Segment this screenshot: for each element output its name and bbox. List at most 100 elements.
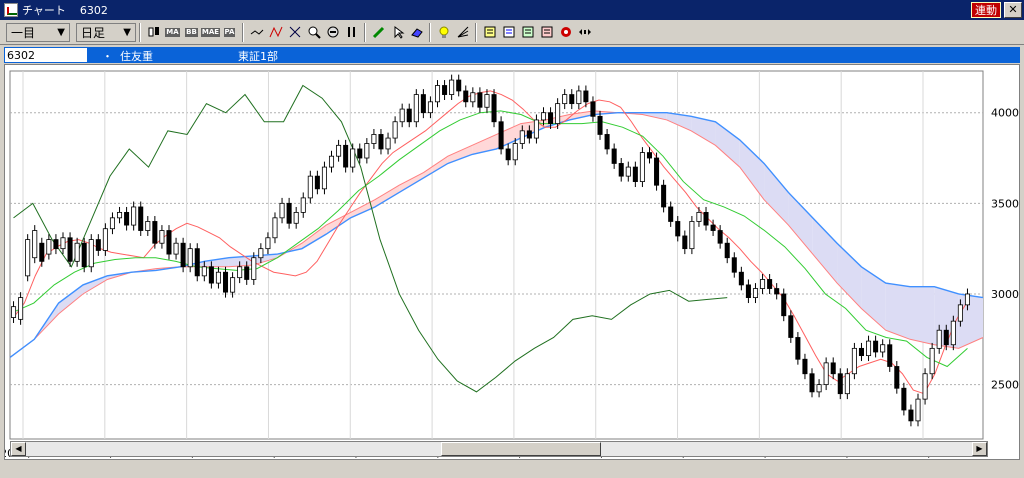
- ma-icon[interactable]: MA: [164, 24, 181, 41]
- candle-body: [258, 248, 264, 259]
- link-button[interactable]: 連動: [971, 2, 1001, 18]
- candle-body: [950, 320, 956, 346]
- candle-body: [25, 239, 31, 277]
- candle-body: [562, 94, 568, 105]
- candle: [166, 225, 172, 260]
- expand-icon[interactable]: [576, 24, 593, 41]
- candle-body: [922, 373, 928, 400]
- candle: [512, 138, 518, 166]
- candle-body: [321, 166, 327, 190]
- candle-body: [350, 148, 356, 168]
- bb-icon[interactable]: BB: [183, 24, 200, 41]
- candle: [738, 266, 744, 291]
- candle-body: [272, 217, 278, 239]
- fan-icon[interactable]: [454, 24, 471, 41]
- candle: [194, 243, 200, 282]
- candle-body: [639, 152, 645, 182]
- candle-body: [413, 94, 419, 123]
- chevron-down-icon: ▼: [123, 26, 131, 38]
- candle-body: [159, 230, 165, 244]
- candle-body: [95, 239, 101, 251]
- close-button[interactable]: ✕: [1004, 2, 1022, 18]
- cloud-segment: [958, 293, 983, 349]
- candle: [328, 150, 335, 173]
- window-code: 6302: [79, 3, 108, 17]
- candle-body: [498, 121, 504, 150]
- candle: [887, 339, 893, 372]
- chart-scrollbar[interactable]: ◀ ▶: [10, 441, 988, 457]
- candle: [39, 237, 45, 267]
- candle: [583, 85, 589, 108]
- zigzag-icon[interactable]: [267, 24, 284, 41]
- toolbar-separator: [364, 22, 366, 42]
- candle-body: [456, 79, 462, 92]
- candle-body: [357, 148, 363, 159]
- pencil-icon[interactable]: [370, 24, 387, 41]
- candle: [675, 216, 681, 242]
- candle-body: [371, 134, 377, 144]
- candle: [837, 368, 843, 400]
- candle: [484, 89, 490, 113]
- candle: [208, 261, 214, 289]
- candle: [731, 252, 737, 278]
- candle-body: [449, 79, 455, 95]
- candle-body: [569, 94, 575, 105]
- timeframe-dropdown[interactable]: 日足 ▼: [76, 22, 136, 42]
- window-title: チャート: [22, 4, 66, 17]
- candle: [809, 368, 815, 398]
- candle-body: [343, 144, 349, 168]
- candle-body: [378, 134, 384, 150]
- candle: [894, 361, 900, 394]
- report4-icon[interactable]: [538, 24, 555, 41]
- candle-body: [18, 297, 24, 320]
- fibo-icon[interactable]: [286, 24, 303, 41]
- candle-body: [442, 85, 448, 95]
- vertical-bars-icon[interactable]: [343, 24, 360, 41]
- stock-code-input[interactable]: 6302: [4, 47, 88, 63]
- candle-body: [53, 239, 59, 250]
- candle-settings-icon[interactable]: [145, 24, 162, 41]
- scroll-right-button[interactable]: ▶: [972, 442, 987, 456]
- candle: [343, 139, 349, 173]
- candle: [406, 103, 412, 128]
- pointer-icon[interactable]: [389, 24, 406, 41]
- candle-body: [844, 373, 850, 395]
- search-settings-icon[interactable]: [324, 24, 341, 41]
- kijun-line: [13, 110, 968, 368]
- candle: [385, 132, 391, 155]
- candle-body: [145, 221, 151, 231]
- candle-body: [781, 293, 787, 317]
- candle-body: [823, 362, 829, 386]
- candle: [88, 234, 94, 273]
- eraser-icon[interactable]: [408, 24, 425, 41]
- report2-icon[interactable]: [500, 24, 517, 41]
- pa-icon[interactable]: PA: [221, 24, 238, 41]
- indicator-dropdown[interactable]: 一目 ▼: [6, 22, 70, 42]
- cloud-segment: [691, 116, 716, 146]
- line-icon[interactable]: [248, 24, 265, 41]
- y-tick-label: 2500: [991, 379, 1019, 392]
- stock-info-bar: 6302 ・ 住友重 東証1部: [4, 47, 1020, 63]
- candle: [265, 232, 271, 255]
- scroll-left-button[interactable]: ◀: [11, 442, 26, 456]
- candle-body: [166, 230, 172, 255]
- candle-body: [484, 94, 490, 108]
- candle: [279, 197, 285, 224]
- record-icon[interactable]: [557, 24, 574, 41]
- candle-body: [427, 101, 433, 114]
- candle: [392, 116, 398, 144]
- report3-icon[interactable]: [519, 24, 536, 41]
- candle-body: [858, 347, 864, 357]
- candle: [703, 206, 709, 231]
- candle: [576, 85, 582, 110]
- candle-body: [816, 384, 822, 393]
- lightbulb-icon[interactable]: [435, 24, 452, 41]
- candle: [102, 223, 108, 256]
- mae-icon[interactable]: MAE: [200, 24, 221, 41]
- zoom-icon[interactable]: [305, 24, 322, 41]
- scrollbar-thumb[interactable]: [441, 442, 601, 456]
- candle-body: [618, 163, 624, 177]
- candle-body: [208, 266, 214, 284]
- candle-body: [491, 94, 497, 123]
- report1-icon[interactable]: [481, 24, 498, 41]
